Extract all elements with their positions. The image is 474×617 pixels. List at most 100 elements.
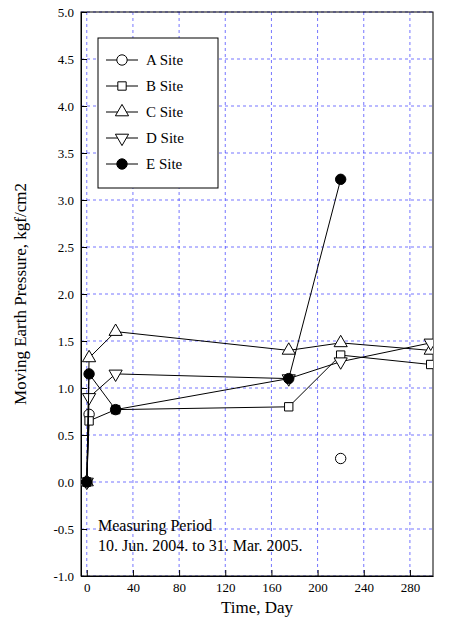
axis-line <box>82 576 434 577</box>
tick-label: 120 <box>216 580 236 595</box>
marker <box>109 324 122 335</box>
grid <box>81 12 433 576</box>
x-axis: 0 40 80 120 160 200 240 280 <box>82 570 434 595</box>
tick-mark <box>81 200 87 201</box>
annotation: Measuring Period <box>98 517 212 535</box>
series-line <box>87 332 431 482</box>
tick: -0.5 <box>53 522 87 537</box>
tick-mark <box>81 106 87 107</box>
tick: 1.5 <box>58 334 87 349</box>
marker <box>427 360 433 368</box>
tick-mark <box>81 435 87 436</box>
tick-label: 2.5 <box>58 240 74 255</box>
grid-line <box>81 435 433 436</box>
y-axis: -1.0-0.50.00.51.01.52.02.53.03.54.04.55.… <box>53 5 87 584</box>
tick-label: 0 <box>84 580 91 595</box>
tick-label: 40 <box>127 580 140 595</box>
tick: 2.0 <box>58 287 87 302</box>
tick: 3.5 <box>58 146 87 161</box>
tick-label: 200 <box>308 580 328 595</box>
marker <box>284 373 294 383</box>
tick: 0.5 <box>58 428 87 443</box>
tick: 2.5 <box>58 240 87 255</box>
tick-label: 1.5 <box>58 334 74 349</box>
legend-label: A Site <box>146 52 183 68</box>
legend-label: E Site <box>146 156 183 172</box>
marker <box>84 369 94 379</box>
tick-label: 280 <box>401 580 421 595</box>
marker <box>109 370 122 381</box>
tick: 240 <box>355 570 375 595</box>
marker <box>424 339 433 350</box>
tick-label: 80 <box>173 580 186 595</box>
tick: 0 <box>84 570 91 595</box>
tick-label: 240 <box>355 580 375 595</box>
tick-mark <box>81 247 87 248</box>
marker <box>82 477 92 487</box>
grid-line <box>409 12 410 576</box>
tick-label: 0.0 <box>58 475 74 490</box>
tick-label: 160 <box>262 580 282 595</box>
grid-line <box>81 294 433 295</box>
tick-mark <box>81 12 87 13</box>
legend-box <box>98 38 218 188</box>
tick-mark <box>81 576 87 577</box>
legend: A Site B Site C Site D Site E Site <box>98 38 218 188</box>
tick-mark <box>81 59 87 60</box>
marker <box>335 453 345 463</box>
tick-label: 0.5 <box>58 428 74 443</box>
tick: 5.0 <box>58 5 87 20</box>
tick-mark <box>364 570 365 576</box>
tick-mark <box>179 570 180 576</box>
grid-line <box>271 12 272 576</box>
grid-line <box>81 247 433 248</box>
tick-mark <box>225 570 226 576</box>
annotation: 10. Jun. 2004. to 31. Mar. 2005. <box>98 537 302 554</box>
y-axis-title: Moving Earth Pressure, kgf/cm2 <box>11 183 30 405</box>
chart: 04080120160200240280-1.0-0.50.00.51.01.5… <box>0 0 474 617</box>
marker <box>282 343 295 354</box>
tick-mark <box>81 341 87 342</box>
tick: 4.0 <box>58 99 87 114</box>
legend-label: D Site <box>146 130 184 146</box>
legend-label: B Site <box>146 78 183 94</box>
tick-label: 4.0 <box>58 99 74 114</box>
marker <box>110 404 120 414</box>
tick: -1.0 <box>53 569 87 584</box>
legend-marker <box>117 55 127 65</box>
series-line <box>87 343 431 482</box>
tick-mark <box>81 153 87 154</box>
tick: 200 <box>308 570 328 595</box>
marker <box>285 403 293 411</box>
tick: 160 <box>262 570 282 595</box>
series-line <box>87 414 341 482</box>
legend-marker <box>115 104 128 115</box>
x-axis-title: Time, Day <box>221 598 294 617</box>
tick-label: -0.5 <box>53 522 74 537</box>
tick: 280 <box>401 570 421 595</box>
tick-mark <box>271 570 272 576</box>
tick-mark <box>318 570 319 576</box>
legend-marker <box>115 134 128 145</box>
legend-label: C Site <box>146 104 183 120</box>
tick-mark <box>81 529 87 530</box>
tick-label: 3.0 <box>58 193 74 208</box>
tick-label: 2.0 <box>58 287 74 302</box>
grid-line <box>81 482 433 483</box>
tick-mark <box>81 294 87 295</box>
marker <box>82 350 95 361</box>
tick: 3.0 <box>58 193 87 208</box>
tick-mark <box>133 570 134 576</box>
grid-line <box>81 341 433 342</box>
series-layer <box>81 174 433 489</box>
plot-frame <box>81 12 433 576</box>
marker <box>334 358 347 369</box>
tick-label: -1.0 <box>53 569 74 584</box>
tick-mark <box>87 570 88 576</box>
tick-label: 5.0 <box>58 5 74 20</box>
marker <box>82 477 92 487</box>
tick-label: 4.5 <box>58 52 74 67</box>
marker <box>334 335 347 346</box>
series-line <box>87 179 341 482</box>
legend-marker <box>118 82 126 90</box>
